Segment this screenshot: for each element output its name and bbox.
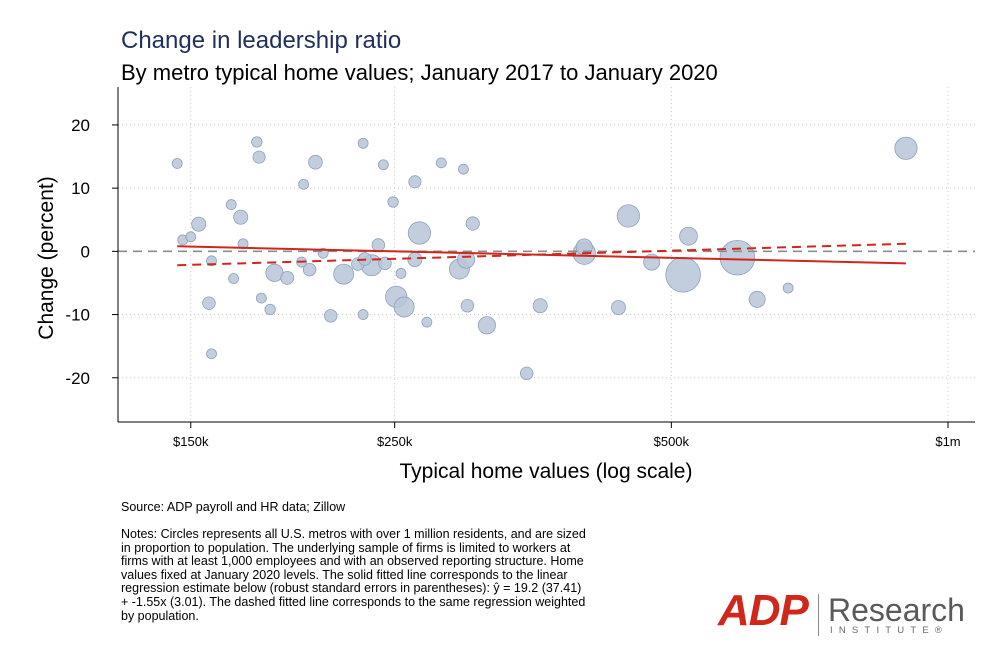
- adp-research-logo: ADP Research INSTITUTE®: [718, 586, 978, 640]
- metro-bubble: [460, 298, 475, 313]
- logo-research-text: Research: [828, 592, 965, 628]
- metro-bubble: [191, 216, 207, 232]
- metro-bubble: [894, 136, 918, 160]
- metro-bubble: [324, 309, 338, 323]
- metro-bubble: [255, 292, 267, 304]
- metro-bubble: [611, 300, 626, 316]
- metro-bubble: [371, 238, 386, 252]
- metro-bubble: [465, 216, 480, 231]
- x-tick-label: $250k: [377, 434, 413, 449]
- metro-bubble: [782, 282, 794, 294]
- metro-bubble: [458, 163, 469, 175]
- metro-bubble: [387, 196, 399, 208]
- metro-bubble: [233, 209, 249, 225]
- logo-institute-text: INSTITUTE®: [830, 625, 949, 636]
- fitted-lines: [118, 242, 975, 267]
- metro-bubble: [407, 221, 432, 245]
- metro-bubble: [228, 273, 240, 284]
- metro-bubble: [665, 257, 701, 293]
- grid: [118, 87, 975, 422]
- x-axis-title: Typical home values (log scale): [400, 460, 693, 483]
- metro-bubble: [225, 199, 237, 210]
- metro-bubble: [421, 316, 433, 328]
- metro-bubble: [395, 268, 407, 279]
- notes-text: Notes: Circles represents all U.S. metro…: [121, 527, 586, 623]
- metro-bubble: [333, 263, 355, 285]
- y-tick-label: 20: [71, 116, 90, 135]
- x-tick-label: $1m: [935, 434, 960, 449]
- metro-bubble: [407, 252, 423, 268]
- metro-bubble: [252, 150, 266, 164]
- x-tick-label: $150k: [173, 434, 209, 449]
- metro-bubble: [519, 366, 534, 381]
- y-tick-label: 10: [71, 179, 90, 198]
- metro-bubble: [171, 158, 183, 169]
- weighted-fit-line: [177, 242, 906, 267]
- metro-bubble: [202, 296, 216, 310]
- source-note: Source: ADP payroll and HR data; Zillow: [121, 500, 346, 514]
- metro-bubble: [357, 137, 369, 149]
- metro-bubble: [616, 204, 640, 228]
- metro-bubble: [679, 226, 698, 246]
- y-tick-label: -20: [65, 369, 90, 388]
- metro-bubble: [308, 154, 323, 170]
- metro-bubble: [532, 298, 548, 314]
- metro-bubble: [477, 316, 496, 335]
- scatter-chart: 20 10 0 -10 -20 $150k $250k $500k $1m Change (pe…: [35, 87, 975, 483]
- adp-logo-text: ADP: [718, 586, 809, 635]
- chart-subtitle: By metro typical home values; January 20…: [121, 60, 718, 85]
- metro-bubble: [393, 296, 415, 318]
- metro-bubble: [357, 309, 369, 320]
- bubbles: [171, 136, 918, 381]
- metro-bubble: [748, 290, 766, 308]
- logo-divider: [818, 594, 819, 636]
- chart-title: Change in leadership ratio: [121, 27, 402, 54]
- x-tick-label: $500k: [654, 434, 690, 449]
- metro-bubble: [719, 239, 756, 276]
- metro-bubble: [298, 178, 309, 190]
- metro-bubble: [302, 262, 317, 277]
- metro-bubble: [378, 256, 392, 271]
- y-tick-label: 0: [81, 242, 90, 261]
- metro-bubble: [435, 157, 447, 169]
- metro-bubble: [377, 159, 389, 171]
- y-axis-title: Change (percent): [35, 176, 58, 339]
- metro-bubble: [280, 270, 295, 285]
- metro-bubble: [206, 348, 217, 360]
- metro-bubble: [251, 136, 263, 148]
- metro-bubble: [408, 175, 422, 189]
- metro-bubble: [264, 303, 276, 316]
- axes: 20 10 0 -10 -20 $150k $250k $500k $1m: [65, 87, 975, 449]
- y-tick-label: -10: [65, 306, 90, 325]
- metro-bubble: [185, 231, 197, 243]
